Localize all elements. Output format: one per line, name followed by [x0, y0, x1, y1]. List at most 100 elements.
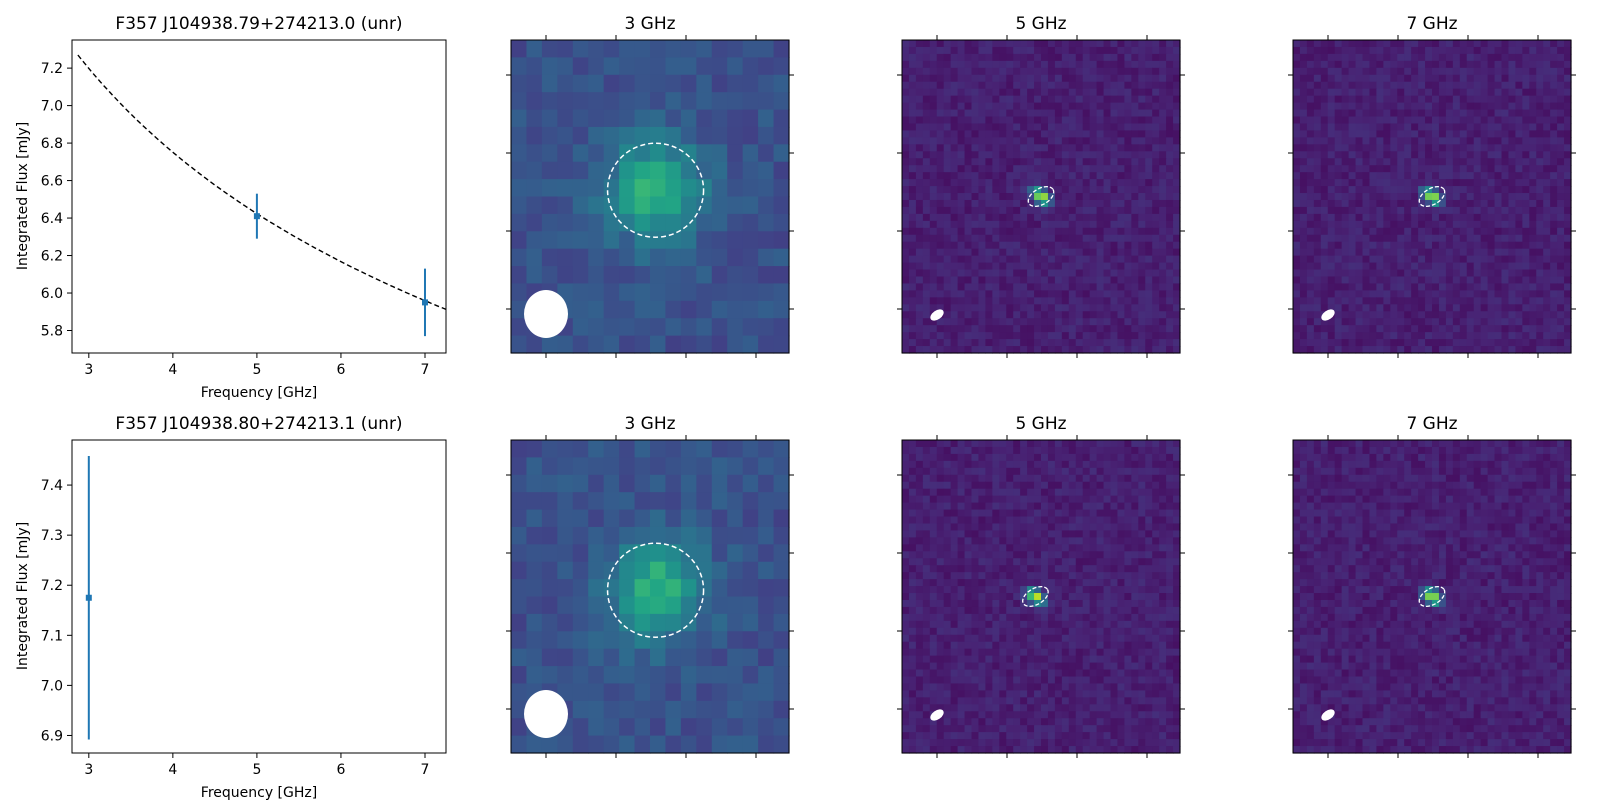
image-7ghz-1-pixel [1348, 109, 1357, 118]
image-7ghz-1-pixel [1341, 276, 1350, 285]
image-3ghz-1-pixel [557, 144, 574, 163]
image-5ghz-1-pixel [1061, 199, 1070, 208]
image-5ghz-1-pixel [922, 255, 931, 264]
image-5ghz-1-pixel [915, 158, 924, 166]
image-7ghz-1-pixel [1536, 199, 1544, 208]
image-5ghz-1-pixel [950, 318, 959, 326]
image-5ghz-1-pixel [1110, 346, 1119, 354]
image-7ghz-1-pixel [1341, 81, 1350, 90]
image-7ghz-1-pixel [1383, 40, 1391, 48]
image-7ghz-1-pixel [1494, 179, 1503, 187]
image-5ghz-1-pixel [929, 346, 938, 354]
image-7ghz-1-pixel [1557, 262, 1565, 271]
image-5ghz-1-pixel [929, 179, 938, 187]
image-7ghz-1-pixel [1459, 248, 1468, 257]
image-5ghz-1-pixel [1159, 290, 1167, 298]
image-5ghz-1-pixel [1047, 67, 1056, 76]
image-3ghz-1-pixel [680, 179, 697, 198]
image-3ghz-2-frame [510, 439, 790, 754]
image-3ghz-2-pixel [758, 457, 775, 476]
image-3ghz-2-pixel [572, 666, 589, 685]
image-7ghz-1-pixel [1376, 227, 1384, 236]
image-5ghz-2-pixel [985, 467, 993, 476]
image-5ghz-2-pixel [1166, 523, 1174, 532]
image-5ghz-2-pixel [1068, 509, 1077, 518]
image-3ghz-1-pixel [634, 74, 651, 93]
image-3ghz-2-pixel [511, 440, 528, 458]
image-5ghz-1-pixel [1124, 269, 1132, 278]
image-5ghz-1-pixel [922, 67, 931, 76]
image-3ghz-2-pixel [541, 457, 558, 476]
image-7ghz-1-pixel [1480, 130, 1489, 138]
image-5ghz-1-pixel [1145, 346, 1153, 354]
image-5ghz-1-pixel [1027, 60, 1035, 69]
image-5ghz-1-pixel [1166, 269, 1174, 278]
image-7ghz-1-pixel [1557, 227, 1565, 236]
image-5ghz-1-pixel [1013, 130, 1021, 138]
image-5ghz-2-pixel [1027, 460, 1035, 469]
image-5ghz-1-pixel [1027, 172, 1035, 180]
image-3ghz-2-pixel [634, 718, 651, 737]
image-7ghz-1-pixel [1473, 318, 1482, 326]
image-7ghz-1-pixel [1438, 304, 1447, 312]
image-5ghz-1-pixel [964, 109, 973, 118]
image-7ghz-1-pixel [1515, 88, 1523, 97]
image-7ghz-1-pixel [1445, 283, 1454, 291]
image-5ghz-1-pixel [922, 186, 931, 194]
image-7ghz-1-pixel [1432, 95, 1440, 104]
image-3ghz-1-pixel [572, 40, 589, 58]
image-5ghz-1-pixel [1173, 227, 1181, 236]
image-3ghz-1-pixel [711, 335, 728, 354]
image-7ghz-1-pixel [1404, 290, 1412, 298]
image-5ghz-1-pixel [971, 241, 980, 250]
image-5ghz-2-pixel [1068, 523, 1077, 532]
image-5ghz-1-pixel [1006, 255, 1014, 264]
image-7ghz-1-pixel [1466, 325, 1475, 333]
image-7ghz-1-pixel [1369, 290, 1377, 298]
image-5ghz-1-pixel [1054, 193, 1063, 201]
image-5ghz-1-pixel [992, 318, 1000, 326]
image-7ghz-1-pixel [1494, 40, 1503, 48]
image-7ghz-1-pixel [1550, 67, 1558, 76]
image-3ghz-1-pixel [742, 248, 759, 267]
image-7ghz-1-pixel [1397, 283, 1405, 291]
image-7ghz-1-pixel [1313, 255, 1322, 264]
image-5ghz-1-pixel [1061, 318, 1070, 326]
image-7ghz-1-pixel [1557, 40, 1565, 48]
image-7ghz-1-pixel [1452, 109, 1461, 118]
image-5ghz-1-pixel [1145, 172, 1153, 180]
image-5ghz-1-pixel [1110, 241, 1119, 250]
image-7ghz-1-pixel [1473, 311, 1482, 319]
image-3ghz-2-pixel [588, 440, 605, 458]
image-5ghz-2-pixel [1173, 460, 1181, 469]
image-5ghz-1-pixel [1089, 220, 1098, 229]
image-5ghz-1-pixel [936, 130, 945, 138]
image-5ghz-1-pixel [999, 53, 1007, 62]
image-5ghz-1-pixel [1047, 95, 1056, 104]
image-7ghz-1-pixel [1313, 130, 1322, 138]
image-5ghz-1-pixel [999, 179, 1007, 187]
image-3ghz-1-pixel [665, 40, 682, 58]
image-7ghz-1-pixel [1487, 158, 1496, 166]
image-7ghz-1-pixel [1306, 172, 1315, 180]
image-3ghz-2-pixel [665, 735, 682, 754]
image-3ghz-1-pixel [758, 57, 775, 76]
image-5ghz-1-pixel [1054, 318, 1063, 326]
image-7ghz-1-pixel [1299, 283, 1308, 291]
image-5ghz-1-pixel [1068, 179, 1077, 187]
image-7ghz-1-pixel [1404, 109, 1412, 118]
image-5ghz-1-pixel [985, 172, 993, 180]
image-5ghz-1-pixel [1166, 311, 1174, 319]
image-5ghz-2-pixel [1096, 467, 1105, 476]
image-7ghz-1-pixel [1543, 283, 1551, 291]
image-7ghz-1-pixel [1508, 130, 1516, 138]
image-5ghz-1-pixel [1020, 318, 1028, 326]
image-5ghz-1-pixel [1131, 60, 1139, 69]
image-7ghz-1-pixel [1564, 53, 1572, 62]
image-5ghz-1-pixel [1034, 332, 1042, 340]
image-5ghz-2-pixel [1152, 523, 1160, 532]
image-7ghz-1-pixel [1501, 241, 1510, 250]
image-7ghz-1-pixel [1320, 318, 1329, 326]
image-5ghz-1-pixel [1138, 346, 1146, 354]
image-7ghz-1-pixel [1341, 339, 1350, 347]
